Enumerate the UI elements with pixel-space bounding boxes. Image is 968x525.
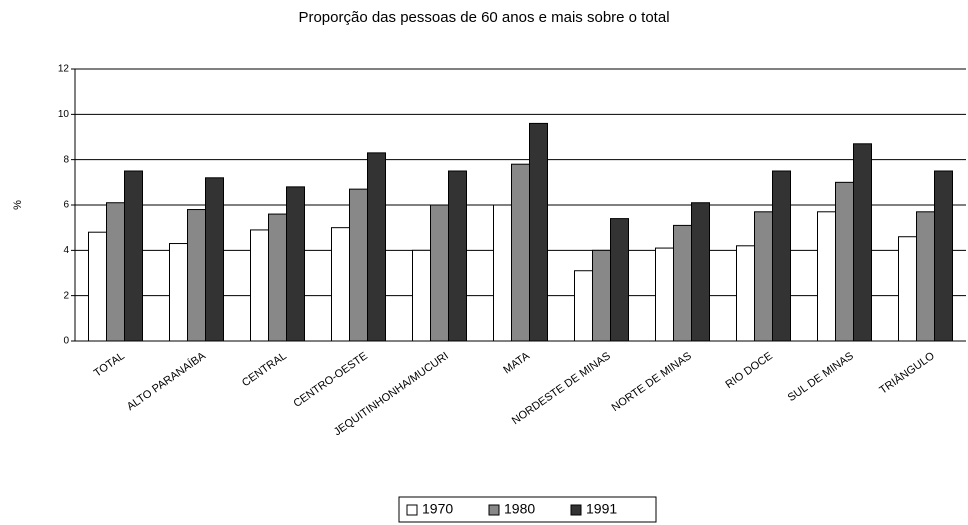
- x-tick-label: RIO DOCE: [723, 350, 774, 391]
- bar: [268, 213, 287, 342]
- chart-title: Proporção das pessoas de 60 anos e mais …: [298, 9, 669, 26]
- bar: [529, 122, 548, 342]
- bar: [286, 186, 305, 342]
- y-tick-label: 12: [58, 64, 70, 75]
- bar: [817, 211, 836, 342]
- bar: [250, 229, 269, 342]
- bar: [169, 243, 188, 342]
- legend-swatch: [570, 504, 582, 516]
- bar: [205, 177, 224, 342]
- bar: [610, 218, 629, 342]
- bar: [574, 270, 593, 342]
- bar: [691, 202, 710, 342]
- bar: [349, 188, 368, 342]
- bar: [511, 163, 530, 342]
- y-tick-label: 0: [63, 336, 69, 347]
- bar: [673, 224, 692, 342]
- bar: [835, 181, 854, 342]
- bar: [124, 170, 143, 342]
- bar: [655, 247, 674, 342]
- y-tick-label: 10: [58, 109, 70, 120]
- legend-label: 1991: [586, 501, 617, 517]
- x-tick-label: CENTRAL: [240, 350, 289, 389]
- bar: [853, 143, 872, 342]
- x-tick-label: TRIÂNGULO: [877, 349, 937, 397]
- y-axis-label: %: [12, 200, 24, 210]
- bar: [898, 236, 917, 342]
- y-tick-label: 4: [63, 245, 69, 256]
- y-tick-label: 8: [63, 154, 69, 165]
- x-tick-label: NORTE DE MINAS: [610, 350, 694, 414]
- x-tick-label: CENTRO-OESTE: [291, 350, 369, 410]
- bar: [367, 152, 386, 342]
- legend-label: 1970: [422, 501, 453, 517]
- bar: [772, 170, 791, 342]
- y-tick-label: 2: [63, 290, 69, 301]
- y-tick-label: 6: [63, 200, 69, 211]
- x-tick-label: SUL DE MINAS: [786, 350, 856, 404]
- bar: [106, 202, 125, 342]
- x-tick-label: ALTO PARANAÍBA: [124, 349, 208, 413]
- bar: [331, 227, 350, 342]
- bar: [88, 231, 107, 342]
- bar: [736, 245, 755, 342]
- x-tick-label: MATA: [501, 350, 532, 377]
- bar: [430, 204, 449, 342]
- bar: [754, 211, 773, 342]
- bar: [592, 249, 611, 342]
- bar: [448, 170, 467, 342]
- bar: [187, 209, 206, 342]
- x-tick-label: TOTAL: [92, 350, 127, 380]
- legend-swatch: [488, 504, 500, 516]
- bar: [916, 211, 935, 342]
- bar: [934, 170, 953, 342]
- legend-swatch: [406, 504, 418, 516]
- bar: [412, 249, 431, 342]
- bar: [493, 204, 512, 342]
- legend-label: 1980: [504, 501, 535, 517]
- legend-box: [398, 496, 657, 523]
